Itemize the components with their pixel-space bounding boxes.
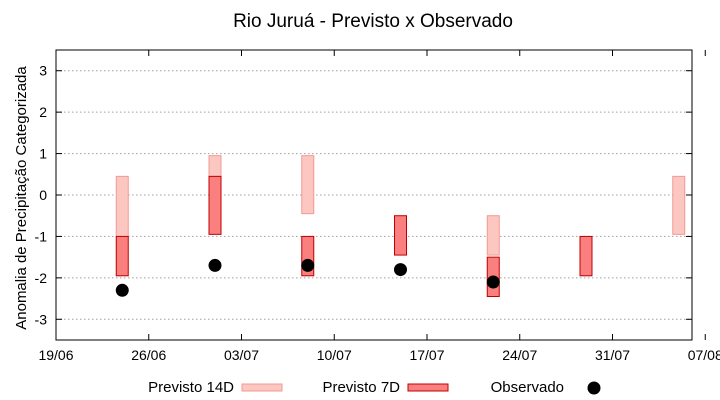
x-tick-label: 19/06 [38, 347, 73, 363]
legend-swatch [587, 381, 601, 395]
x-tick-label: 26/06 [131, 347, 166, 363]
y-tick-label: 2 [39, 104, 47, 120]
y-tick-label: 0 [39, 187, 47, 203]
observado-point [301, 258, 315, 272]
previsto-7d-bar [394, 215, 407, 256]
previsto-14d-bar [115, 175, 129, 237]
y-tick-label: -3 [35, 311, 48, 327]
previsto-14d-bar [486, 215, 500, 256]
chart-title: Rio Juruá - Previsto x Observado [233, 11, 513, 32]
y-axis-label: Anomalia de Precipitação Categorizada [13, 66, 30, 330]
y-tick-label: 3 [39, 63, 47, 79]
legend-swatch [241, 383, 283, 392]
y-tick-label: 1 [39, 146, 47, 162]
previsto-14d-bar [672, 175, 686, 235]
x-tick-label: 10/07 [317, 347, 352, 363]
y-tick-label: -1 [35, 228, 48, 244]
x-tick-label: 24/07 [502, 347, 537, 363]
observado-point [394, 263, 407, 277]
legend-previsto-7d: Previsto 7D [322, 379, 449, 396]
previsto-7d-bar [115, 235, 129, 277]
legend-swatch [407, 383, 449, 392]
observado-point [208, 258, 222, 272]
observado-point [115, 283, 129, 297]
x-tick-label: 07/08 [688, 347, 720, 363]
legend-label: Previsto 14D [148, 379, 234, 396]
tick-layer: -3 -2 -1 0 1 2 3 19/06 26/06 03/07 10/07 17/07 24/07… [35, 50, 720, 363]
plot-layer [115, 155, 686, 297]
x-tick-label: 31/07 [595, 347, 630, 363]
previsto-14d-bar [301, 155, 315, 215]
previsto-7d-bar [579, 235, 593, 277]
legend: Previsto 14D Previsto 7D Observado [148, 379, 601, 396]
previsto-7d-bar [208, 175, 222, 235]
grid-layer [56, 70, 692, 320]
legend-observado: Observado [491, 379, 601, 396]
x-tick-label: 17/07 [409, 347, 444, 363]
legend-label: Previsto 7D [322, 379, 400, 396]
legend-label: Observado [491, 379, 564, 396]
y-tick-label: -2 [35, 270, 48, 286]
x-tick-label: 03/07 [224, 347, 259, 363]
legend-previsto-14d: Previsto 14D [148, 379, 283, 396]
observado-point [486, 275, 500, 289]
